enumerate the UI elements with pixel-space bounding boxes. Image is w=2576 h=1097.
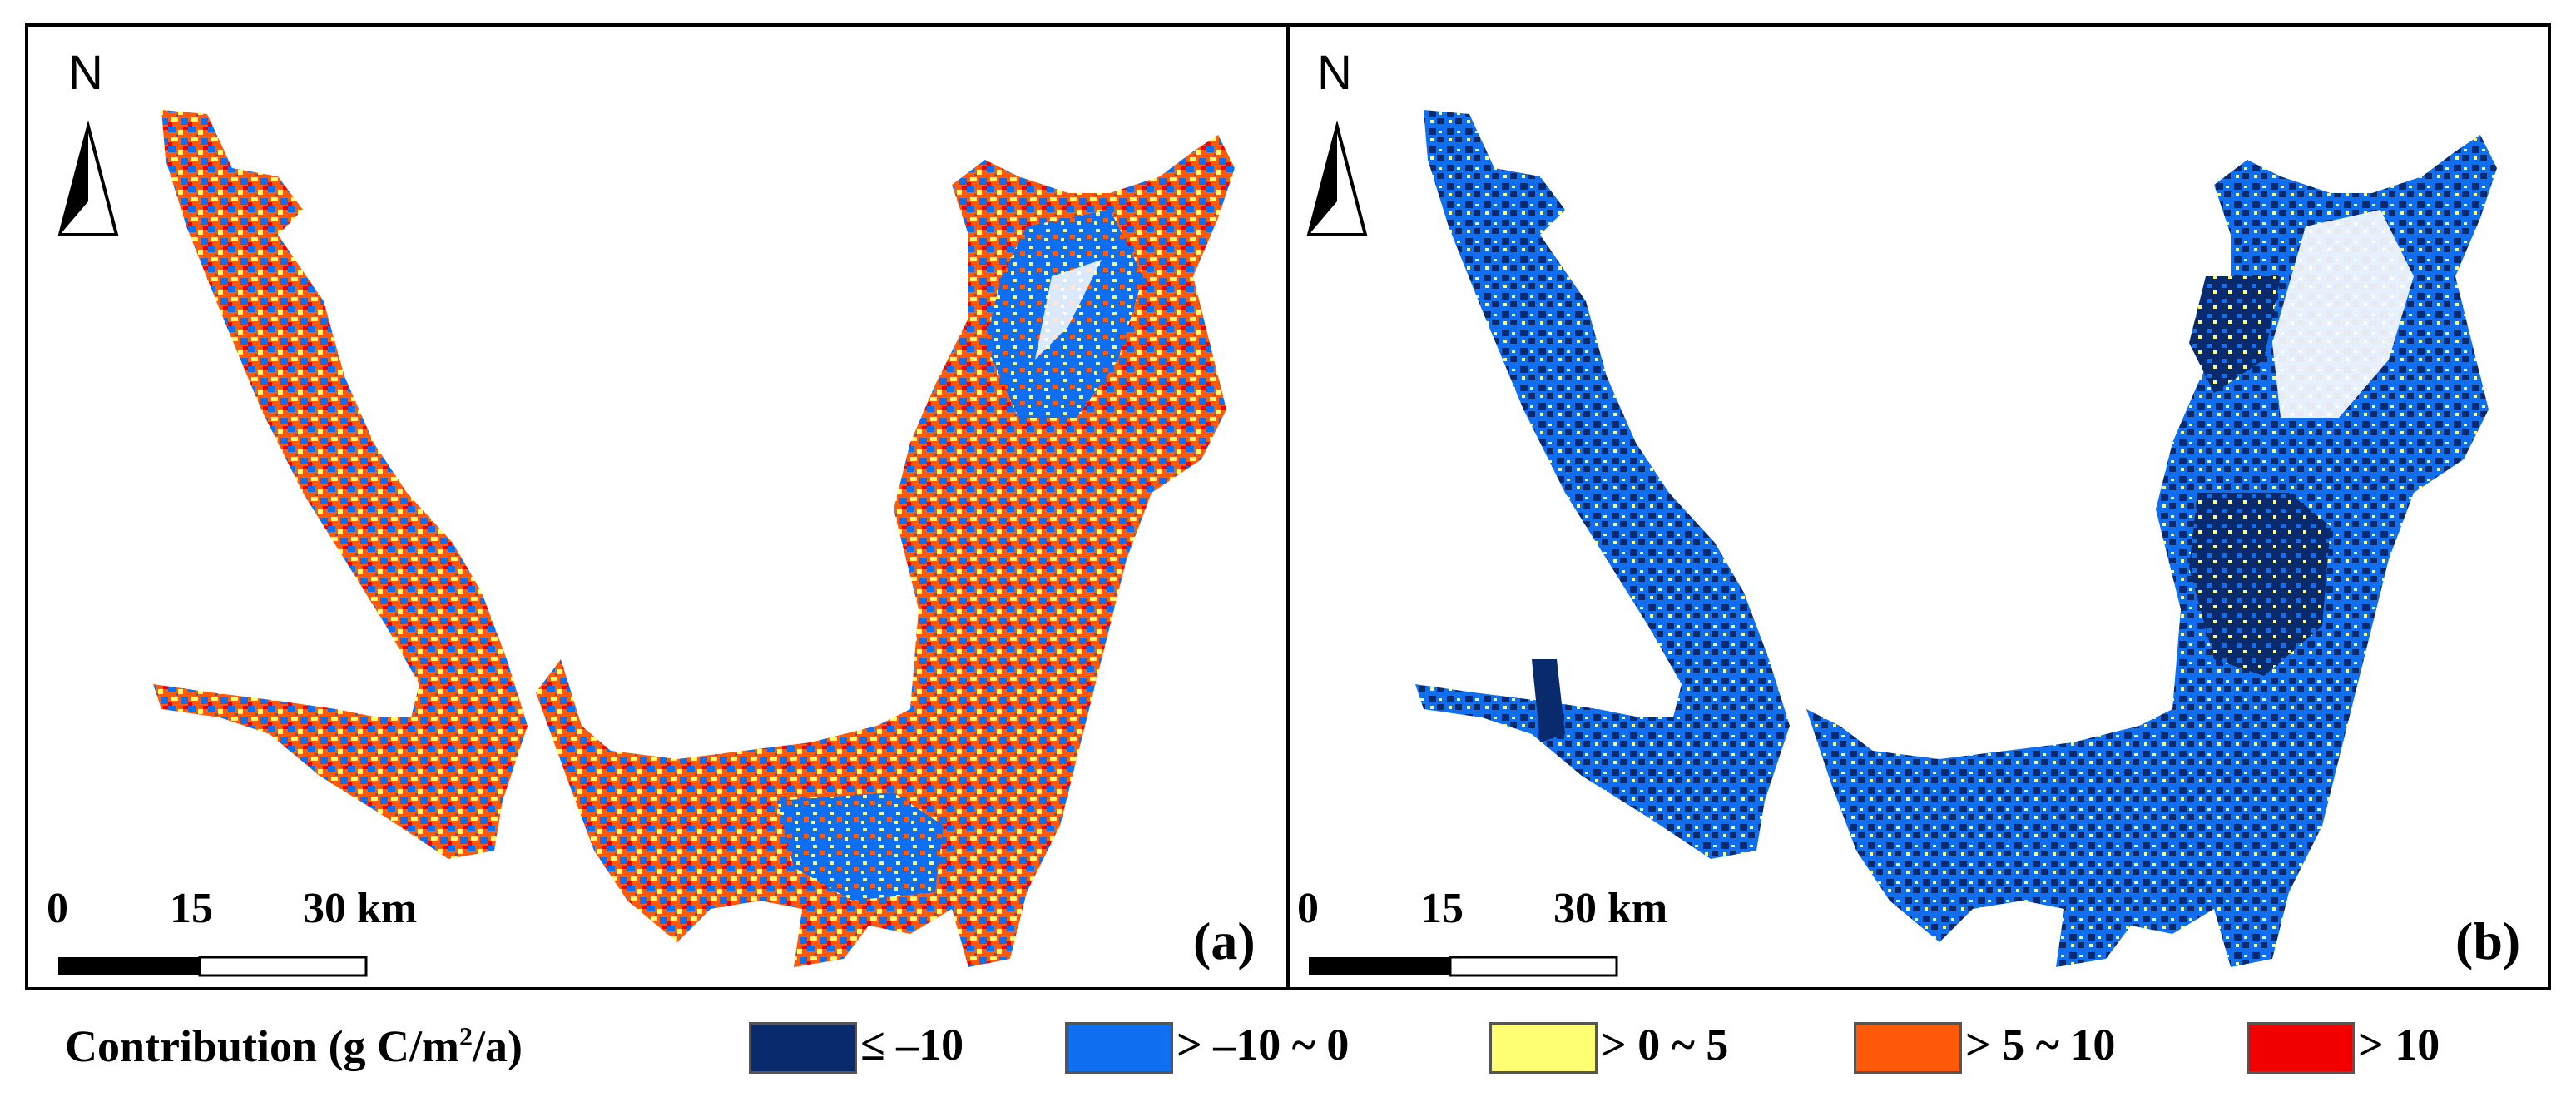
map-b-canvas <box>1306 110 2497 977</box>
legend-label-le-minus10: ≤ –10 <box>860 1020 964 1070</box>
legend-swatch-le-minus10 <box>749 1022 857 1074</box>
north-label-a: N <box>68 46 103 100</box>
north-label-b: N <box>1317 46 1352 100</box>
legend-swatch-gt10 <box>2247 1022 2355 1074</box>
legend-swatch-0-5 <box>1489 1022 1598 1074</box>
legend: Contribution (g C/m2/a) ≤ –10 > –10 ~ 0 … <box>0 1009 2576 1084</box>
panel-label-a: (a) <box>1193 911 1256 970</box>
scale-tick-15-a: 15 <box>170 885 213 932</box>
legend-title: Contribution (g C/m2/a) <box>65 1021 523 1071</box>
north-arrow-a <box>57 120 119 236</box>
floodplain-b <box>1415 110 2497 967</box>
floodplain-a <box>153 110 1235 967</box>
scale-tick-30-a: 30 km <box>303 885 418 932</box>
scale-tick-30-b: 30 km <box>1553 885 1668 932</box>
north-arrow-b <box>1306 120 1368 236</box>
legend-swatch-minus10-0 <box>1065 1022 1173 1074</box>
panel-divider <box>1286 23 1290 990</box>
legend-label-gt10: > 10 <box>2358 1020 2440 1070</box>
map-a-canvas <box>57 110 1235 977</box>
map-panel-a: N 0 15 30 km (a) <box>28 27 1286 987</box>
legend-label-5-10: > 5 ~ 10 <box>1965 1020 2116 1070</box>
panel-label-b: (b) <box>2455 911 2521 970</box>
scale-bar-a <box>58 956 368 977</box>
scale-tick-15-b: 15 <box>1420 885 1464 932</box>
scale-tick-0-b: 0 <box>1297 885 1319 932</box>
legend-label-minus10-0: > –10 ~ 0 <box>1177 1020 1350 1070</box>
map-panel-b: N 0 15 30 km (b) <box>1290 27 2548 987</box>
legend-label-0-5: > 0 ~ 5 <box>1601 1020 1729 1070</box>
scale-tick-0-a: 0 <box>47 885 68 932</box>
scale-bar-b <box>1309 956 1618 977</box>
legend-swatch-5-10 <box>1854 1022 1962 1074</box>
